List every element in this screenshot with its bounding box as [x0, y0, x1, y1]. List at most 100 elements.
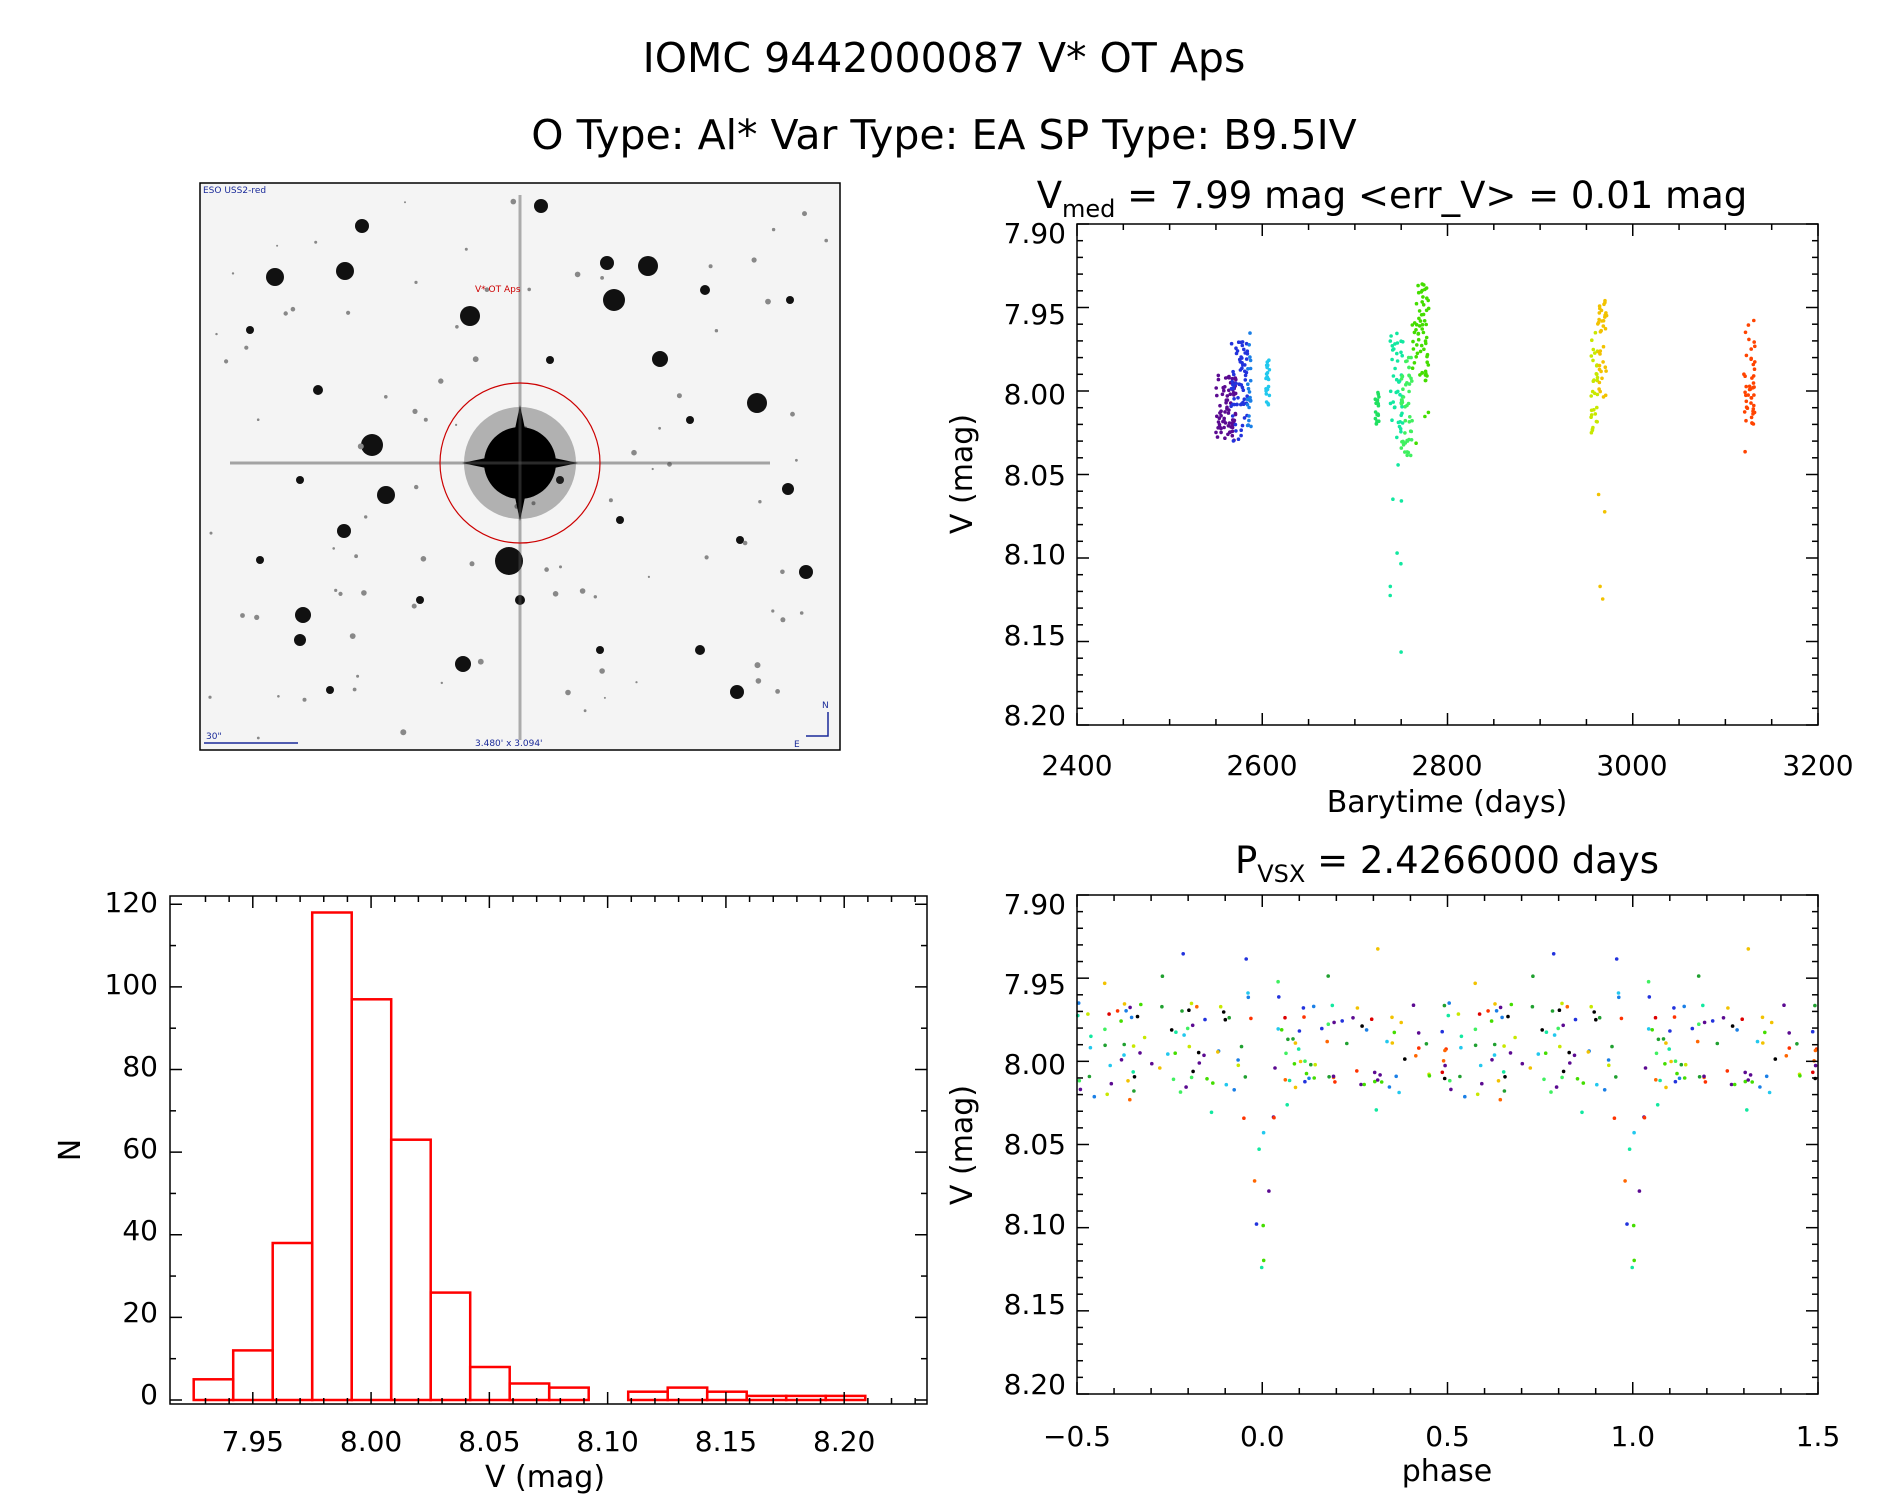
- phased-point: [1203, 1017, 1207, 1022]
- lc-point: [1410, 418, 1414, 423]
- phased-point: [1647, 995, 1652, 999]
- faint-star: [357, 443, 364, 450]
- target-circle: [439, 382, 601, 544]
- lc-point: [1422, 319, 1427, 323]
- lc-point: [1595, 405, 1599, 410]
- lc-point: [1422, 347, 1426, 352]
- phased-point: [1667, 1047, 1671, 1051]
- phased-point: [1561, 1023, 1565, 1028]
- faint-star: [464, 247, 468, 251]
- hist-ytick: 40: [122, 1214, 158, 1247]
- phased-point: [1496, 1079, 1501, 1083]
- star-blob: [786, 296, 794, 304]
- phased-point: [1267, 1189, 1271, 1193]
- lc-point: [1601, 319, 1606, 323]
- lc-point: [1753, 344, 1757, 349]
- star-blob: [266, 268, 284, 286]
- phased-point: [1292, 1062, 1297, 1066]
- phased-point: [1129, 1015, 1134, 1020]
- lc-point: [1243, 373, 1248, 378]
- lc-point: [1230, 425, 1235, 430]
- lc-point: [1395, 351, 1399, 356]
- phased-point: [1730, 1024, 1735, 1028]
- histogram-panel: 0 20 40 60 80 100 120 7.95 8.00 8.05 8.10 8.…: [53, 886, 928, 1494]
- star-blob: [799, 565, 813, 579]
- phased-point: [1502, 1044, 1506, 1048]
- phased-point: [1760, 1015, 1765, 1020]
- lc-point: [1374, 422, 1379, 426]
- star-blob: [556, 476, 564, 484]
- faint-star: [276, 244, 279, 247]
- phased-point: [1513, 1035, 1517, 1040]
- faint-star: [256, 736, 260, 740]
- figure-title: IOMC 9442000087 V* OT Aps: [643, 34, 1246, 82]
- faint-star: [775, 689, 780, 694]
- lc-point: [1399, 561, 1403, 566]
- star-blob: [686, 416, 694, 424]
- phased-point: [1572, 1053, 1577, 1058]
- lc-point: [1751, 407, 1756, 411]
- lc-point: [1399, 650, 1403, 654]
- lc-point: [1421, 303, 1426, 307]
- lc-point: [1423, 414, 1427, 419]
- phased-point: [1291, 1037, 1295, 1041]
- lc-point: [1373, 416, 1378, 421]
- lc-point: [1215, 393, 1219, 398]
- lc-point: [1235, 349, 1240, 353]
- faint-star: [472, 356, 479, 363]
- histogram-bar: [784, 1394, 827, 1402]
- phased-point: [1387, 1085, 1392, 1089]
- lc-point: [1230, 379, 1234, 384]
- lc-point: [1399, 398, 1404, 402]
- phased-point: [1442, 1076, 1447, 1081]
- phased-point: [1492, 1042, 1497, 1047]
- lc-point: [1597, 363, 1602, 368]
- lc-point: [1232, 372, 1236, 377]
- phased-point: [1252, 1179, 1257, 1183]
- phased-point: [1427, 1074, 1432, 1078]
- faint-star: [647, 575, 651, 579]
- phased-point: [1189, 1001, 1194, 1006]
- lc-point: [1217, 422, 1222, 427]
- ph-xtick: 1.0: [1610, 1420, 1655, 1453]
- phased-point: [1131, 1070, 1135, 1074]
- phased-point: [1187, 1044, 1192, 1049]
- phased-title: PVSX = 2.4266000 days: [1235, 839, 1659, 888]
- ph-xtick: 1.5: [1796, 1420, 1841, 1453]
- phased-point: [1811, 1070, 1815, 1075]
- lc-point: [1598, 349, 1603, 353]
- star-blob: [616, 516, 624, 524]
- phased-point: [1122, 1002, 1127, 1006]
- lc-point: [1231, 439, 1236, 443]
- phased-point: [1459, 1034, 1464, 1039]
- lc-point: [1219, 426, 1223, 431]
- lc-point: [1240, 343, 1245, 348]
- lc-point: [1214, 430, 1218, 435]
- phased-point: [1187, 1008, 1191, 1012]
- phased-point: [1209, 1110, 1214, 1115]
- lc-point: [1749, 396, 1754, 400]
- lc-point: [1266, 384, 1271, 389]
- phased-point: [1459, 1045, 1463, 1050]
- lc-point: [1266, 363, 1270, 368]
- ph-ytick: 8.05: [1004, 1128, 1066, 1161]
- phased-point: [1743, 1079, 1748, 1084]
- star-blob: [700, 285, 710, 295]
- lc-point: [1242, 347, 1246, 352]
- phased-point: [1763, 1030, 1767, 1035]
- phased-point: [1506, 1014, 1510, 1019]
- phased-point: [1631, 1223, 1636, 1228]
- lc-point: [1233, 412, 1238, 417]
- scale-label: 30": [206, 732, 222, 742]
- lc-point: [1216, 420, 1221, 424]
- lc-point: [1591, 425, 1595, 430]
- phased-point: [1557, 1008, 1562, 1012]
- phased-point: [1303, 1079, 1307, 1084]
- histogram-bar: [271, 1241, 314, 1402]
- lc-point: [1214, 386, 1218, 390]
- lc-point: [1236, 340, 1241, 345]
- lc-point: [1593, 330, 1598, 335]
- lc-point: [1396, 389, 1400, 394]
- phased-point: [1122, 1042, 1126, 1047]
- lc-point: [1743, 374, 1747, 379]
